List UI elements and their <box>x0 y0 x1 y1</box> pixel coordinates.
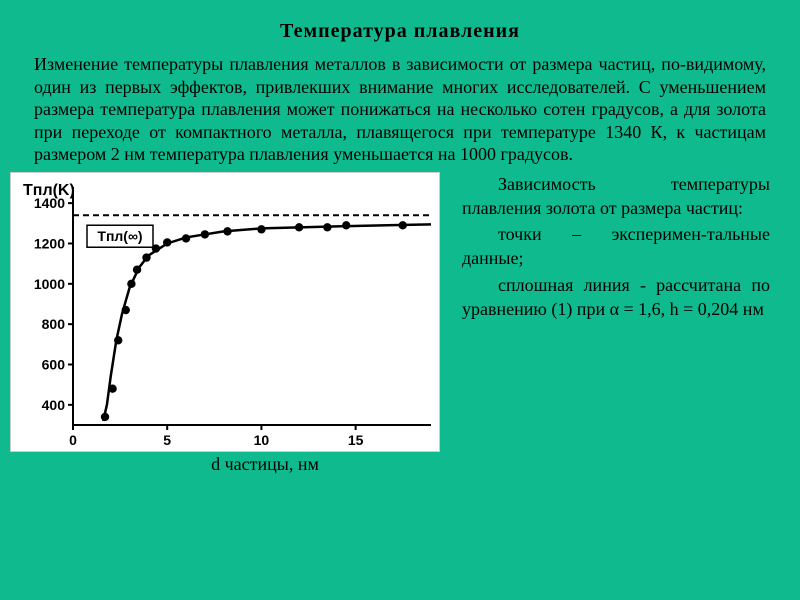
svg-text:Tпл(K): Tпл(K) <box>23 182 75 199</box>
svg-text:800: 800 <box>42 316 66 332</box>
svg-text:1000: 1000 <box>34 275 65 291</box>
x-axis-label: d частицы, нм <box>10 454 450 475</box>
svg-text:15: 15 <box>348 432 364 448</box>
melting-chart: 400600800100012001400051015Tпл(K)Tпл(∞) <box>10 172 440 452</box>
svg-text:1200: 1200 <box>34 235 65 251</box>
main-paragraph: Изменение температуры плавления металлов… <box>0 43 800 166</box>
chart-column: 400600800100012001400051015Tпл(K)Tпл(∞) … <box>10 172 450 475</box>
page-title: Температура плавления <box>0 0 800 43</box>
svg-text:10: 10 <box>254 432 270 448</box>
svg-text:400: 400 <box>42 396 66 412</box>
caption-line-1: Зависимость температуры плавления золота… <box>462 172 770 221</box>
svg-text:Tпл(∞): Tпл(∞) <box>97 228 142 244</box>
svg-text:0: 0 <box>69 432 77 448</box>
svg-text:5: 5 <box>163 432 171 448</box>
lower-section: 400600800100012001400051015Tпл(K)Tпл(∞) … <box>0 166 800 475</box>
caption-line-3: сплошная линия - рассчитана по уравнению… <box>462 273 770 322</box>
chart-caption: Зависимость температуры плавления золота… <box>450 172 770 475</box>
svg-text:600: 600 <box>42 356 66 372</box>
caption-line-2: точки – эксперимен-тальные данные; <box>462 222 770 271</box>
